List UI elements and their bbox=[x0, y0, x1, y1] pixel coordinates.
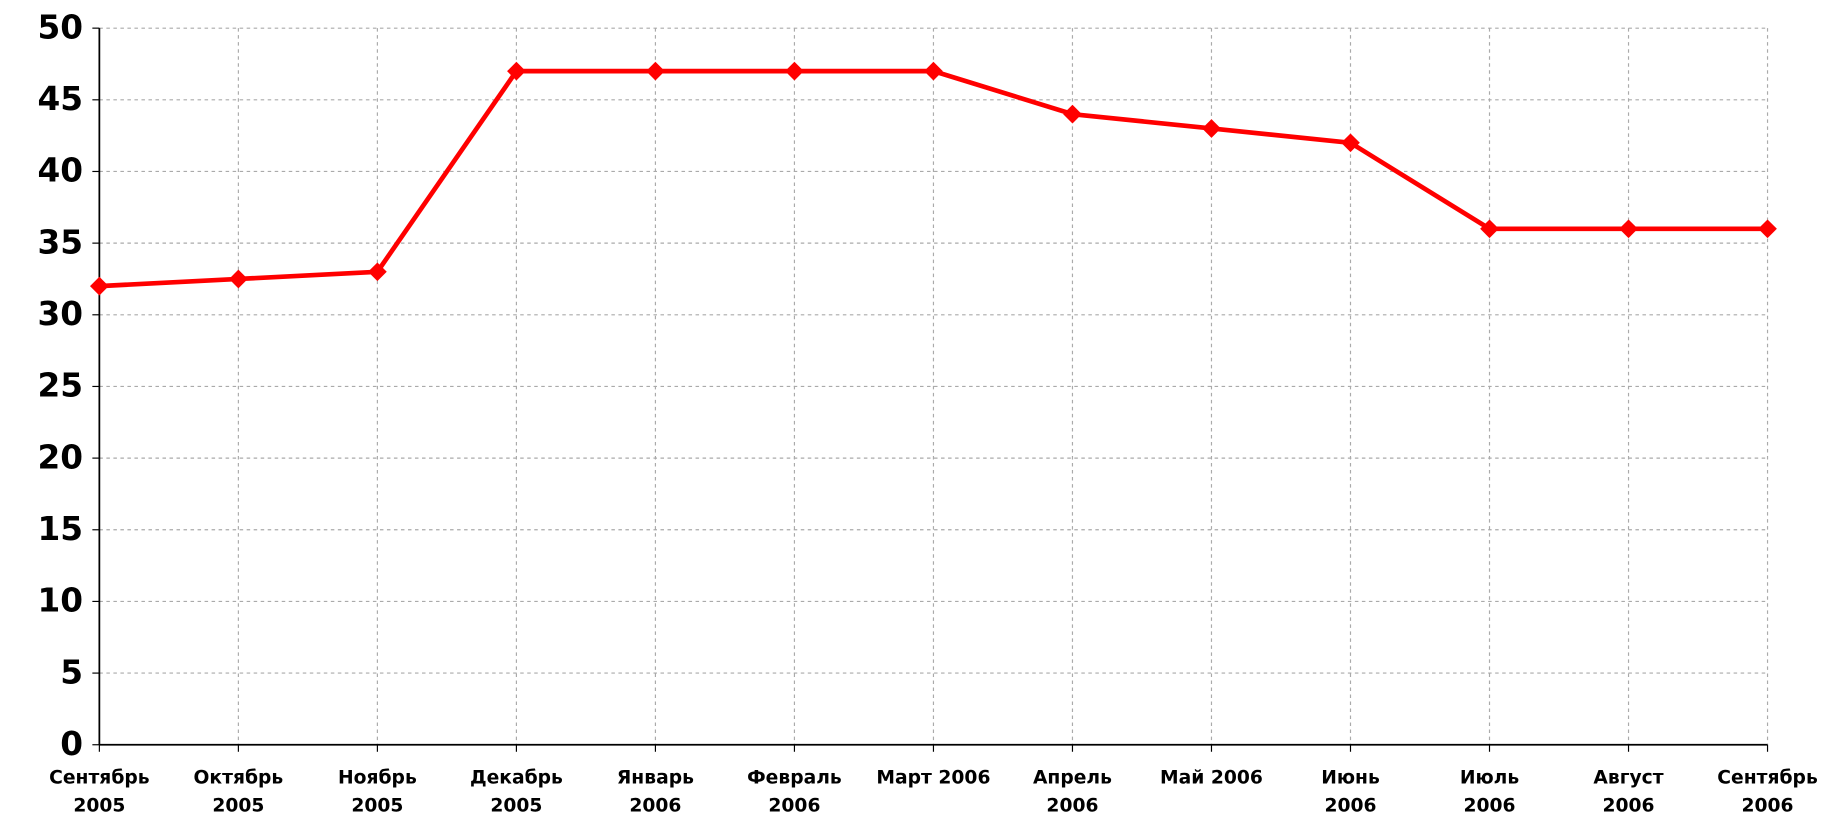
x-tick-label: Июнь 2006 bbox=[1321, 765, 1380, 817]
y-tick-label: 30 bbox=[37, 295, 83, 333]
x-tick-label-box: Сентябрь 2005 bbox=[49, 765, 150, 817]
marker bbox=[1480, 219, 1499, 239]
y-tick-label: 35 bbox=[37, 223, 83, 261]
x-tick-label-box: Февраль 2006 bbox=[747, 765, 842, 817]
x-tick-label: Январь 2006 bbox=[616, 765, 694, 817]
marker bbox=[1202, 119, 1221, 138]
x-tick-label: Май 2006 bbox=[1160, 765, 1263, 789]
x-tick-label: Сентябрь 2006 bbox=[1717, 765, 1818, 817]
x-tick-label: Август 2006 bbox=[1593, 765, 1664, 817]
x-tick-label: Февраль 2006 bbox=[747, 765, 842, 817]
x-tick-label-box: Июнь 2006 bbox=[1321, 765, 1380, 817]
marker bbox=[1063, 104, 1082, 124]
x-tick-label: Ноябрь 2005 bbox=[337, 765, 417, 817]
marker bbox=[1758, 219, 1777, 239]
y-tick-label: 50 bbox=[37, 8, 83, 46]
x-tick-label: Декабрь 2005 bbox=[469, 765, 563, 817]
marker bbox=[1619, 219, 1638, 239]
x-tick-label-box: Август 2006 bbox=[1593, 765, 1664, 817]
y-tick-label: 10 bbox=[37, 582, 83, 620]
marker bbox=[924, 61, 943, 81]
marker bbox=[90, 276, 109, 296]
x-tick-label-box: Сентябрь 2006 bbox=[1717, 765, 1818, 817]
y-tick-label: 20 bbox=[37, 438, 83, 476]
x-tick-label-box: Май 2006 bbox=[1160, 765, 1263, 789]
marker bbox=[368, 262, 387, 282]
marker bbox=[646, 61, 665, 81]
y-tick-label: 0 bbox=[60, 725, 83, 763]
x-tick-label: Июль 2006 bbox=[1459, 765, 1520, 817]
x-tick-label-box: Март 2006 bbox=[876, 765, 991, 789]
x-tick-label-box: Октябрь 2005 bbox=[193, 765, 284, 817]
y-tick-label: 45 bbox=[37, 80, 83, 118]
x-tick-label-box: Ноябрь 2005 bbox=[337, 765, 417, 817]
x-tick-label-box: Июль 2006 bbox=[1459, 765, 1520, 817]
x-tick-label: Октябрь 2005 bbox=[193, 765, 284, 817]
marker bbox=[229, 269, 248, 289]
y-tick-label: 15 bbox=[37, 510, 83, 548]
marker bbox=[1341, 133, 1360, 153]
x-tick-label: Сентябрь 2005 bbox=[49, 765, 150, 817]
y-tick-label: 40 bbox=[37, 152, 83, 190]
x-tick-label-box: Апрель 2006 bbox=[1032, 765, 1112, 817]
y-tick-label: 5 bbox=[60, 653, 83, 691]
y-tick-label: 25 bbox=[37, 367, 83, 405]
x-tick-label-box: Январь 2006 bbox=[616, 765, 694, 817]
x-tick-label: Апрель 2006 bbox=[1032, 765, 1112, 817]
marker bbox=[785, 61, 804, 81]
x-tick-label: Март 2006 bbox=[876, 765, 991, 789]
x-tick-label-box: Декабрь 2005 bbox=[469, 765, 563, 817]
